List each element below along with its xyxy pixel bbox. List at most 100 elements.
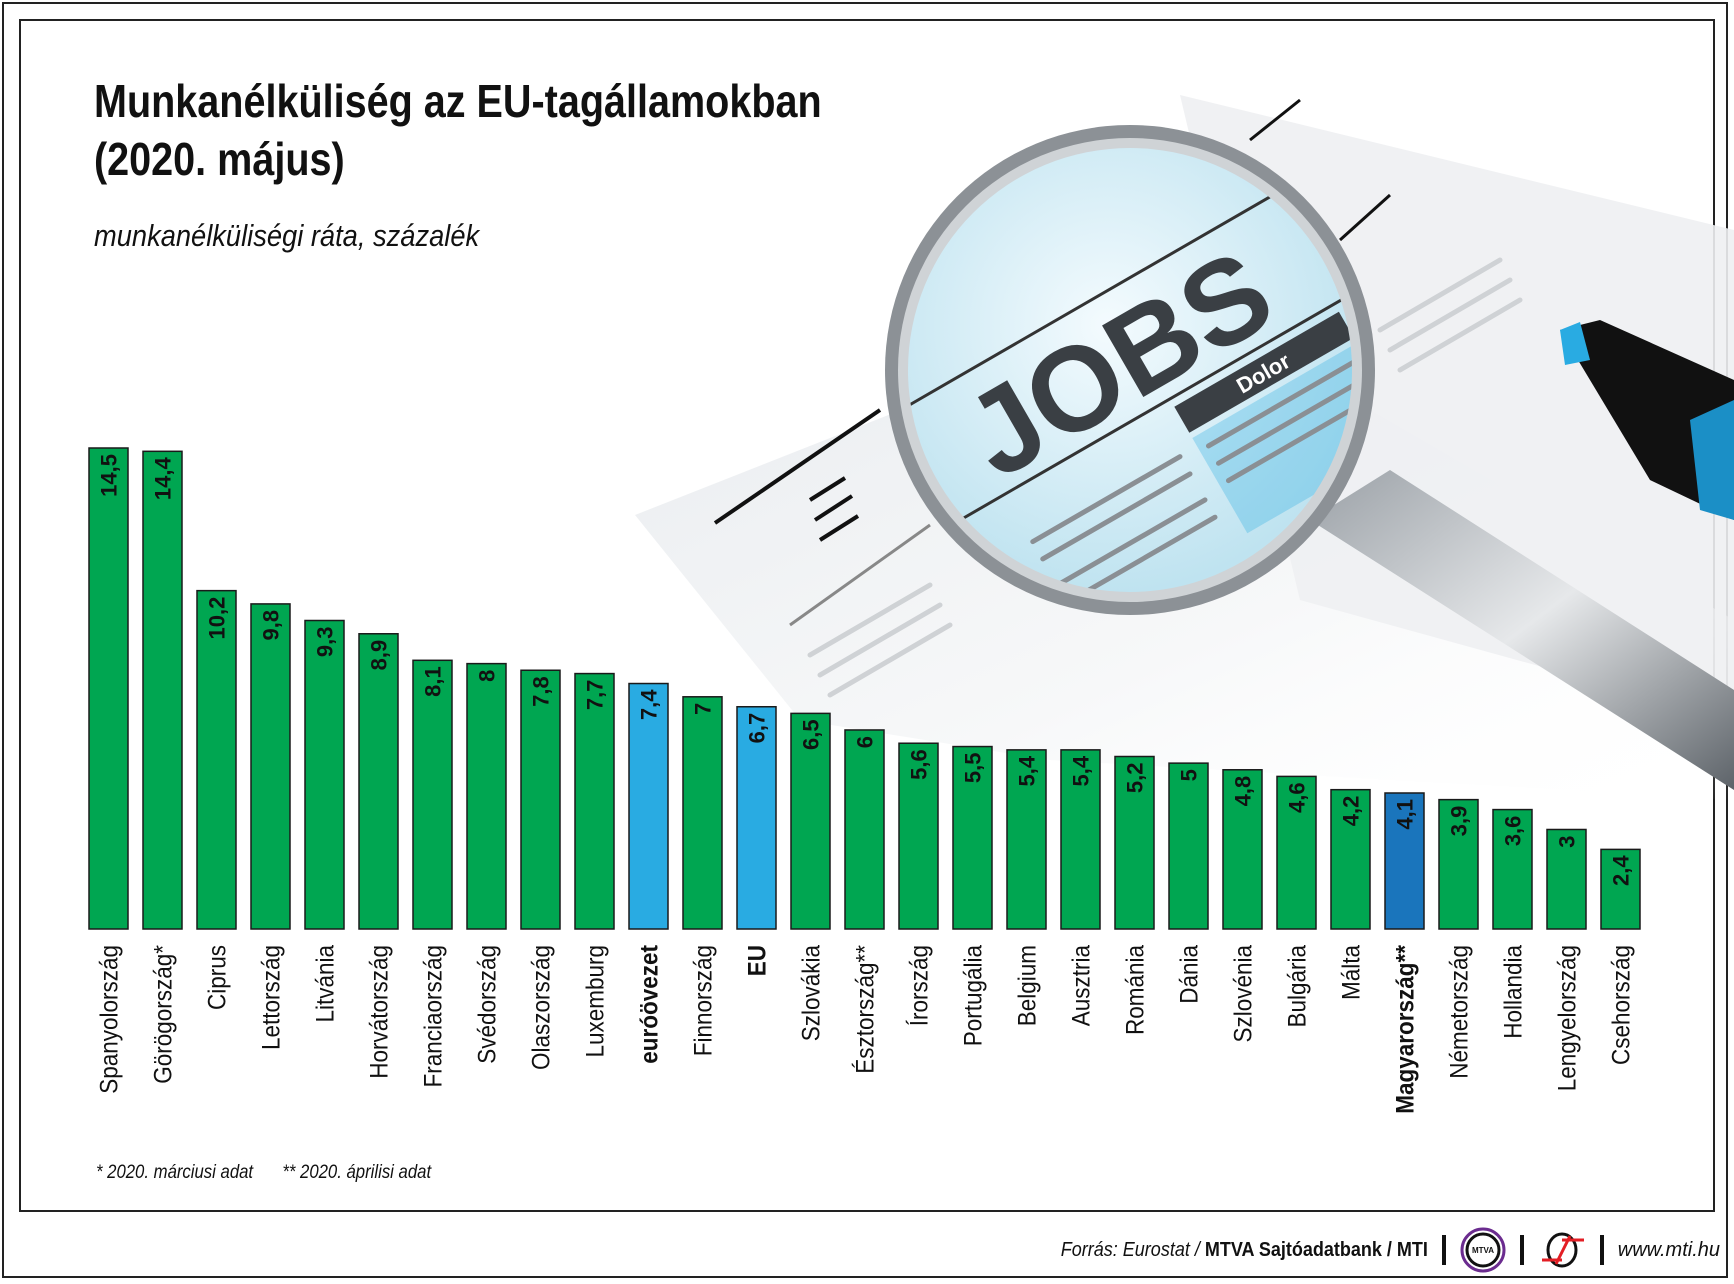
value-label: 8 [475,670,500,682]
bar-13 [790,712,831,930]
bar-1 [142,450,183,930]
category-label: Dánia [1175,944,1203,1003]
value-label: 6,7 [745,713,770,744]
category-label: Málta [1337,944,1365,1000]
category-label: Németország [1445,945,1473,1079]
category-label: Belgium [1013,945,1041,1026]
value-label: 7,4 [637,689,662,720]
bar-24 [1384,792,1425,930]
paper-text-lines [807,257,1523,698]
bar-5 [358,633,399,930]
category-label: Görögország* [149,945,177,1084]
footnotes: * 2020. márciusi adat ** 2020. áprilisi … [96,1162,456,1184]
category-label: Magyarország** [1391,944,1419,1113]
category-label: Franciaország [419,945,447,1087]
value-label: 4,1 [1393,799,1418,830]
category-label: Horvátország [365,945,393,1079]
bar-17 [1006,749,1047,930]
category-label: Finnország [689,945,717,1056]
chart-title: Munkanélküliség az EU-tagállamokban (202… [94,72,822,188]
bar-4 [304,619,345,930]
category-label: Románia [1121,944,1149,1035]
bar-15 [898,742,939,930]
bar-22 [1276,775,1317,930]
value-label: 4,6 [1285,782,1310,813]
value-label: 7 [691,703,716,715]
bar-8 [520,669,561,930]
value-label: 5,6 [907,749,932,780]
category-label: Szlovákia [797,944,825,1041]
category-label: euróövezet [635,945,663,1064]
bar-21 [1222,769,1263,930]
bar-18 [1060,749,1101,930]
category-label: Bulgária [1283,944,1311,1027]
value-label: 8,9 [367,640,392,671]
value-label: 3 [1555,835,1580,847]
divider [1441,1235,1446,1265]
category-label: Szlovénia [1229,944,1257,1042]
title-line-1: Munkanélküliség az EU-tagállamokban [94,75,822,127]
category-label: Lengyelország [1553,945,1581,1091]
category-label: Olaszország [527,945,555,1070]
bar-7 [466,662,507,930]
category-label: Spanyolország [95,945,123,1094]
bar-11 [682,696,723,930]
divider [1599,1235,1604,1265]
bar-20 [1168,762,1209,930]
value-label: 5,4 [1015,755,1040,786]
value-label: 4,2 [1339,796,1364,827]
svg-text:MTVA: MTVA [1472,1246,1494,1255]
category-label: Lettország [257,945,285,1050]
bar-12 [736,705,777,930]
value-label: 9,8 [259,610,284,641]
bar-23 [1330,788,1371,930]
category-label: Csehország [1607,945,1635,1065]
category-label: Svédország [473,945,501,1064]
footnote-april: ** 2020. áprilisi adat [282,1162,432,1183]
category-label: Írország [905,945,933,1026]
category-label: Luxemburg [581,945,609,1057]
bar-19 [1114,755,1155,930]
bar-2 [196,589,237,930]
value-label: 6 [853,736,878,748]
chart-subtitle: munkanélküliségi ráta, százalék [94,218,480,253]
value-label: 9,3 [313,626,338,657]
website: www.mti.hu [1617,1238,1720,1261]
divider [1519,1235,1524,1265]
bar-6 [412,659,453,930]
category-label: Litvánia [311,944,339,1022]
source-prefix: Forrás: Eurostat / [1060,1238,1205,1261]
bar-26 [1492,808,1533,930]
value-label: 5,2 [1123,763,1148,794]
category-label: Hollandia [1499,944,1527,1038]
value-label: 5,5 [961,753,986,784]
value-label: 14,5 [97,454,122,497]
footer: Forrás: Eurostat / MTVA Sajtóadatbank / … [1020,1227,1720,1273]
bar-3 [250,603,291,930]
value-label: 6,5 [799,719,824,750]
source-bold: MTVA Sajtóadatbank / MTI [1204,1238,1428,1261]
value-label: 8,1 [421,666,446,697]
footnote-march: * 2020. márciusi adat [96,1162,254,1183]
value-label: 14,4 [151,457,176,501]
bar-28 [1600,848,1641,930]
value-label: 5 [1177,769,1202,781]
category-label: Ciprus [203,945,231,1010]
bar-0 [88,447,129,930]
value-label: 4,8 [1231,776,1256,807]
category-label: Észtország** [851,945,879,1074]
value-label: 3,9 [1447,806,1472,837]
bar-25 [1438,798,1479,930]
source-text: Forrás: Eurostat / MTVA Sajtóadatbank / … [1061,1239,1428,1262]
mtva-logo: MTVA [1460,1227,1506,1273]
value-label: 5,4 [1069,755,1094,786]
category-label: EU [743,945,771,976]
bar-27 [1546,828,1587,930]
category-label: Portugália [959,944,987,1046]
value-label: 10,2 [205,597,230,640]
mti-logo [1541,1232,1584,1268]
value-label: 3,6 [1501,816,1526,847]
title-line-2: (2020. május) [94,133,345,185]
